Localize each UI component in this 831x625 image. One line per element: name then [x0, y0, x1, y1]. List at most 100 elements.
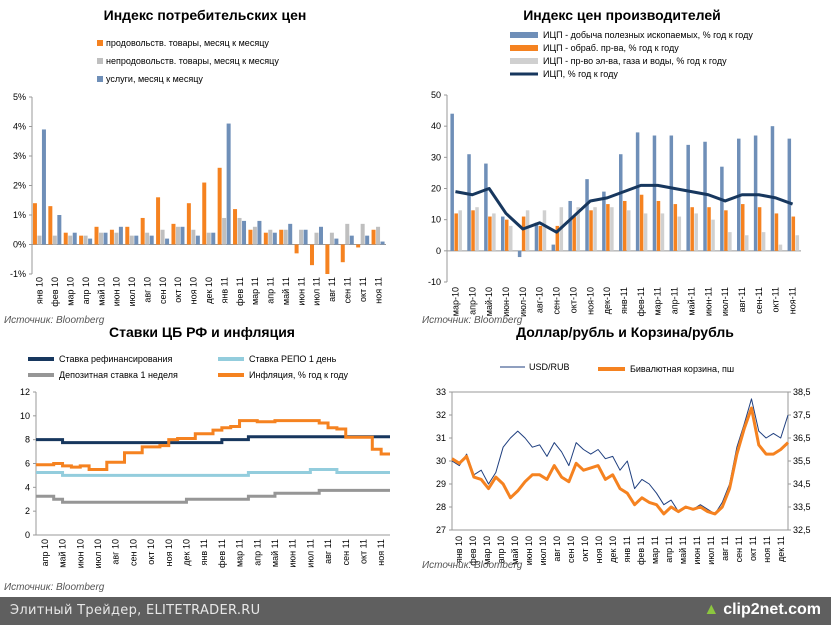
bar-0-4 [94, 226, 99, 245]
y-tick-label-0: -1% [10, 269, 26, 279]
y-left-tick-label-4: 31 [436, 433, 446, 443]
bar-2-3 [88, 238, 93, 245]
bar-0-3 [79, 235, 84, 245]
bar-2-18 [761, 232, 766, 251]
cpi-chart-panel: Индекс потребительских цен продовольств. … [4, 7, 386, 326]
bar-0-13 [233, 209, 238, 245]
bar-1-1 [52, 235, 57, 245]
bar-1-19 [329, 232, 334, 245]
bar-2-0 [41, 129, 46, 245]
y-tick-label-1: 0 [436, 246, 441, 256]
bar-2-16 [288, 223, 293, 245]
bar-2-18 [318, 226, 323, 245]
x-tick-label-1: апр-10 [467, 287, 477, 315]
x-tick-label-8: ноя-10 [585, 287, 595, 315]
x-tick-label-3: июл 10 [93, 539, 103, 568]
x-tick-label-11: фев-11 [636, 287, 646, 317]
dashboard-canvas: Индекс потребительских цен продовольств. … [4, 7, 811, 593]
x-tick-label-8: сен 10 [566, 536, 576, 563]
bar-2-7 [149, 235, 154, 245]
series-line-1 [36, 467, 390, 477]
bar-1-14 [690, 207, 694, 251]
bar-1-19 [774, 213, 779, 251]
bar-2-21 [365, 235, 370, 245]
green-up-arrow-icon: ▲ [703, 601, 720, 618]
bar-2-11 [211, 232, 216, 245]
x-tick-label-4: май 10 [510, 536, 520, 565]
y-tick-label-3: 6 [25, 459, 30, 469]
bar-1-21 [360, 223, 365, 245]
legend-label-1: Бивалютная корзина, пш [630, 364, 734, 374]
bar-1-17 [299, 229, 304, 245]
chart-title: Ставки ЦБ РФ и инфляция [109, 324, 295, 340]
bar-2-10 [195, 235, 200, 245]
bar-2-17 [745, 235, 749, 251]
bar-0-11 [202, 182, 207, 245]
x-tick-label-5: авг-10 [535, 287, 545, 313]
chart-title: Индекс цен производителей [523, 7, 721, 23]
x-tick-label-20: ноя-11 [788, 287, 798, 314]
x-tick-label-19: авг 11 [720, 536, 730, 561]
x-tick-label-5: июн 10 [112, 277, 122, 306]
bar-1-5 [114, 232, 119, 245]
x-tick-label-0: мар-10 [450, 287, 460, 316]
bar-2-12 [660, 213, 665, 251]
x-tick-label-21: окт 11 [748, 536, 758, 561]
x-tick-label-14: мар 11 [250, 277, 260, 305]
bar-2-14 [257, 220, 262, 245]
x-tick-label-9: янв 11 [199, 539, 209, 565]
legend-label-0: Ставка рефинансирования [59, 354, 173, 364]
bar-2-8 [165, 238, 170, 245]
x-tick-label-18: окт 11 [358, 539, 368, 564]
bar-0-9 [171, 223, 176, 245]
legend-label-0: продовольств. товары, месяц к месяцу [106, 38, 269, 48]
bar-0-18 [309, 244, 314, 266]
clip2net-logo[interactable]: ▲ clip2net.com [703, 601, 821, 619]
chart-title: Индекс потребительских цен [104, 7, 307, 23]
bar-1-18 [314, 232, 319, 245]
x-tick-label-14: май-11 [686, 287, 696, 316]
x-tick-label-9: окт 10 [173, 277, 183, 303]
x-tick-label-20: сен 11 [734, 536, 744, 562]
y-right-tick-label-1: 33,5 [793, 502, 811, 512]
legend-label-0: ИЦП - добыча полезных ископаемых, % год … [543, 30, 753, 40]
source-note: Источник: Bloomberg [422, 560, 523, 571]
x-tick-label-23: дек 11 [776, 536, 786, 562]
bar-1-9 [175, 226, 180, 245]
bar-2-12 [226, 123, 231, 245]
bar-0-0 [32, 203, 37, 245]
x-tick-label-14: мар 11 [650, 536, 660, 564]
y-tick-label-3: 2% [13, 181, 26, 191]
x-tick-label-15: апр 11 [664, 536, 674, 563]
series-line-3 [36, 419, 390, 471]
x-tick-label-22: ноя 11 [373, 277, 383, 304]
clip2net-logo-text: clip2net.com [723, 601, 821, 618]
bar-0-14 [686, 144, 690, 251]
bar-0-17 [294, 244, 299, 254]
bar-0-7 [568, 200, 572, 251]
x-tick-label-12: апр 11 [252, 539, 262, 566]
bar-1-7 [145, 232, 150, 245]
bar-1-5 [538, 225, 543, 251]
bar-2-1 [57, 215, 62, 245]
x-tick-label-7: авг 10 [142, 277, 152, 303]
x-tick-label-11: дек 10 [608, 536, 618, 563]
source-note: Источник: Bloomberg [422, 315, 523, 326]
bar-2-9 [180, 226, 185, 245]
source-note: Источник: Bloomberg [4, 582, 105, 593]
bar-0-7 [140, 217, 145, 245]
x-tick-label-21: окт 11 [358, 277, 368, 302]
y-left-tick-label-1: 28 [436, 502, 446, 512]
x-tick-label-15: июн-11 [703, 287, 713, 316]
x-tick-label-3: апр 10 [496, 536, 506, 563]
bar-1-7 [572, 216, 576, 251]
x-tick-label-6: июл 10 [127, 277, 137, 306]
legend-label-0: USD/RUB [529, 362, 570, 372]
x-tick-label-13: май 11 [270, 539, 280, 567]
y-tick-label-1: 0% [13, 240, 26, 250]
bar-0-12 [652, 135, 657, 251]
y-right-tick-label-5: 37,5 [793, 410, 811, 420]
bar-2-5 [118, 226, 123, 245]
x-tick-label-19: ноя 11 [376, 539, 386, 566]
x-tick-label-12: мар-11 [653, 287, 663, 316]
